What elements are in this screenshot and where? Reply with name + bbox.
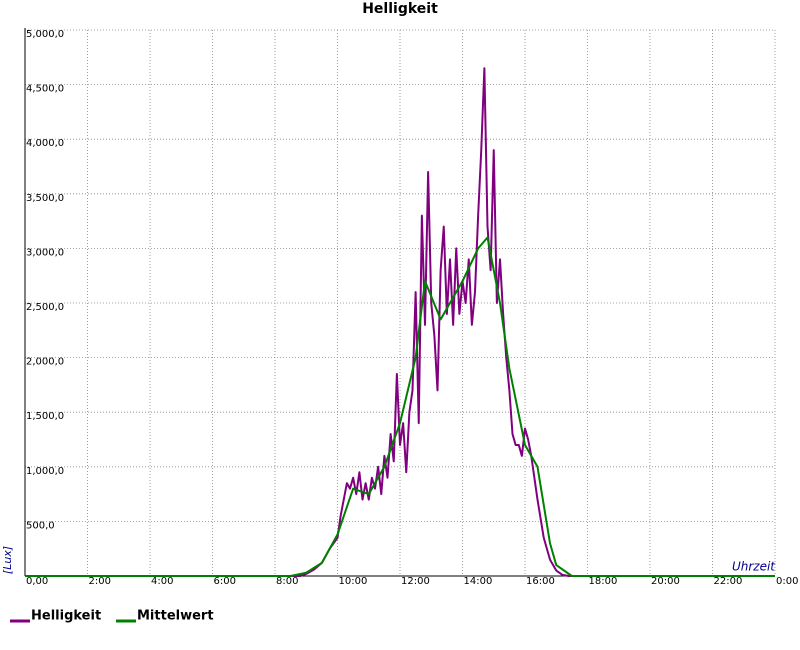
chart-title: Helligkeit [362, 1, 438, 17]
y-tick-label: 1,500,0 [26, 411, 64, 422]
x-tick-label: 16:00 [526, 576, 555, 587]
x-tick-label: 6:00 [214, 576, 236, 587]
x-tick-label: 4:00 [151, 576, 173, 587]
y-tick-label: 3,500,0 [26, 193, 64, 204]
y-tick-label: 4,500,0 [26, 84, 64, 95]
x-tick-label: 0,00 [26, 576, 48, 587]
x-tick-label: 20:00 [651, 576, 680, 587]
y-tick-label: 1,000,0 [26, 466, 64, 477]
x-tick-label: 8:00 [276, 576, 298, 587]
x-tick-label: 18:00 [589, 576, 618, 587]
y-tick-label: 500,0 [26, 520, 55, 531]
x-axis-label: Uhrzeit [732, 560, 776, 574]
y-tick-label: 4,000,0 [26, 138, 64, 149]
y-axis-label: [Lux] [1, 546, 14, 574]
legend-label: Mittelwert [137, 609, 214, 624]
data-line [25, 236, 775, 577]
y-tick-label: 2,500,0 [26, 302, 64, 313]
y-tick-label: 3,000,0 [26, 247, 64, 258]
x-tick-label: 0:00 [776, 576, 798, 587]
x-tick-label: 10:00 [339, 576, 368, 587]
x-tick-label: 14:00 [464, 576, 493, 587]
x-tick-label: 22:00 [714, 576, 743, 587]
x-tick-label: 12:00 [401, 576, 430, 587]
data-line [25, 67, 775, 577]
y-tick-label: 2,000,0 [26, 357, 64, 368]
x-tick-label: 2:00 [89, 576, 111, 587]
y-tick-label: 5,000,0 [26, 29, 64, 40]
legend-label: Helligkeit [31, 609, 101, 624]
